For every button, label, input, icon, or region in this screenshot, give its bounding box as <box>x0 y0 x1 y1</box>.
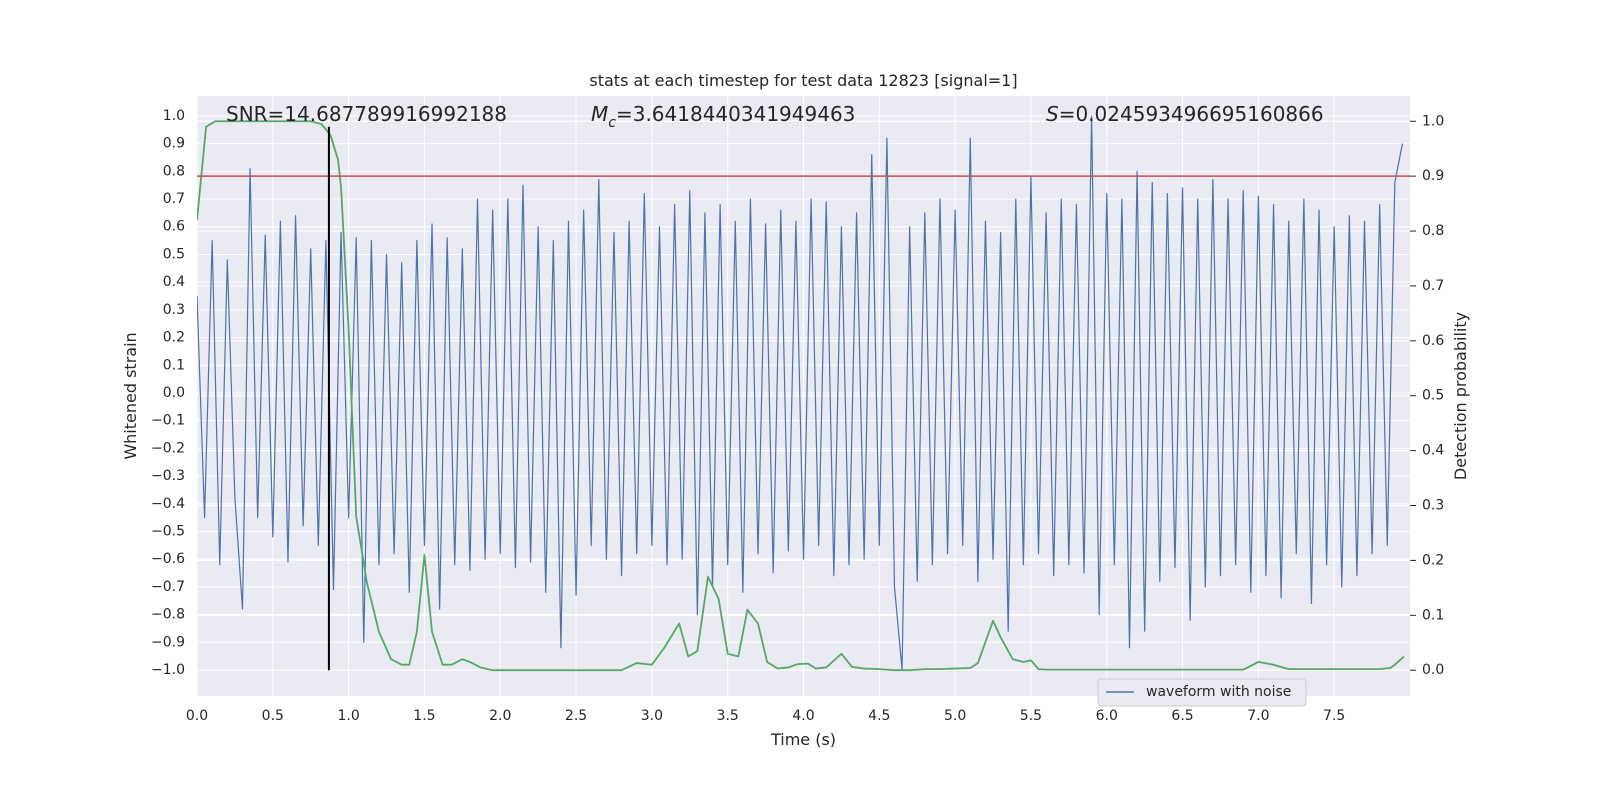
y-tick-label: 0.9 <box>163 136 185 152</box>
legend-label: waveform with noise <box>1146 684 1291 700</box>
y-tick-label: −0.7 <box>151 579 185 595</box>
y-tick-label: −0.5 <box>151 523 185 539</box>
axes: 0.0 0.5 1.0 1.5 2.0 2.5 3.0 3.5 4.0 4.5 5.0 5.5 6.0 6… <box>151 108 1444 724</box>
x-tick-label: 5.5 <box>1020 708 1042 724</box>
y-tick-label: 0.1 <box>163 357 185 373</box>
annotation-value: =0.024593496695160866 <box>1059 102 1324 126</box>
y2-tick-label: 1.0 <box>1422 113 1444 129</box>
x-tick-label: 4.5 <box>868 708 890 724</box>
y-tick-label: 0.8 <box>163 163 185 179</box>
y-axis-label: Whitened strain <box>121 332 140 459</box>
x-tick-label: 4.0 <box>792 708 814 724</box>
y-tick-label: 0.6 <box>163 219 185 235</box>
series-line <box>197 120 1405 672</box>
x-tick-label: 7.0 <box>1247 708 1269 724</box>
y2-tick-label: 0.4 <box>1422 443 1444 459</box>
y-tick-label: 0.4 <box>163 274 185 290</box>
y-tick-label: 1.0 <box>163 108 185 124</box>
x-tick-label: 6.0 <box>1096 708 1118 724</box>
legend: waveform with noise <box>1097 678 1307 707</box>
y2-tick-label: 0.8 <box>1422 223 1444 239</box>
y2-tick-label: 0.5 <box>1422 388 1444 404</box>
x-tick-label: 2.0 <box>489 708 511 724</box>
y-tick-label: −0.3 <box>151 468 185 484</box>
y2-tick-label: 0.0 <box>1422 662 1444 678</box>
y-tick-label: 0.0 <box>163 385 185 401</box>
annotation-value: =3.6418440341949463 <box>616 102 855 126</box>
chart-title: stats at each timestep for test data 128… <box>589 71 1017 90</box>
y-tick-label: 0.3 <box>163 302 185 318</box>
y-tick-label: −0.4 <box>151 496 185 512</box>
y-tick-label: 0.2 <box>163 330 185 346</box>
y2-axis-label: Detection probability <box>1451 312 1470 480</box>
y-tick-label: −0.8 <box>151 607 185 623</box>
x-tick-label: 0.5 <box>262 708 284 724</box>
y-tick-label: 0.7 <box>163 191 185 207</box>
y-tick-label: 0.5 <box>163 246 185 262</box>
x-tick-label: 0.0 <box>186 708 208 724</box>
x-tick-label: 3.5 <box>717 708 739 724</box>
y-tick-label: −0.1 <box>151 413 185 429</box>
y-tick-label: −0.9 <box>151 634 185 650</box>
x-tick-label: 3.0 <box>641 708 663 724</box>
y2-tick-label: 0.7 <box>1422 278 1444 294</box>
x-tick-label: 1.5 <box>413 708 435 724</box>
y2-tick-label: 0.1 <box>1422 607 1444 623</box>
legend-box <box>1097 678 1307 707</box>
annotation-subscript: c <box>608 115 616 131</box>
y-tick-label: −0.6 <box>151 551 185 567</box>
x-tick-label: 2.5 <box>565 708 587 724</box>
y2-tick-label: 0.2 <box>1422 552 1444 568</box>
annotation: SNR=14.687789916992188 <box>226 102 507 126</box>
annotation-symbol: M <box>591 102 608 126</box>
x-tick-label: 7.5 <box>1323 708 1345 724</box>
y2-tick-label: 0.9 <box>1422 168 1444 184</box>
y-tick-label: −1.0 <box>151 662 185 678</box>
annotation: S=0.024593496695160866 <box>1046 102 1324 126</box>
y2-tick-label: 0.6 <box>1422 333 1444 349</box>
annotation-symbol: S <box>1046 102 1059 126</box>
x-tick-label: 5.0 <box>944 708 966 724</box>
annotation: Mc=3.6418440341949463 <box>591 102 855 131</box>
y-tick-label: −0.2 <box>151 440 185 456</box>
x-tick-label: 6.5 <box>1171 708 1193 724</box>
series-line <box>197 115 1404 671</box>
y2-tick-label: 0.3 <box>1422 498 1444 514</box>
x-axis-label: Time (s) <box>770 730 836 749</box>
x-tick-label: 1.0 <box>337 708 359 724</box>
plot-marks <box>197 115 1410 672</box>
